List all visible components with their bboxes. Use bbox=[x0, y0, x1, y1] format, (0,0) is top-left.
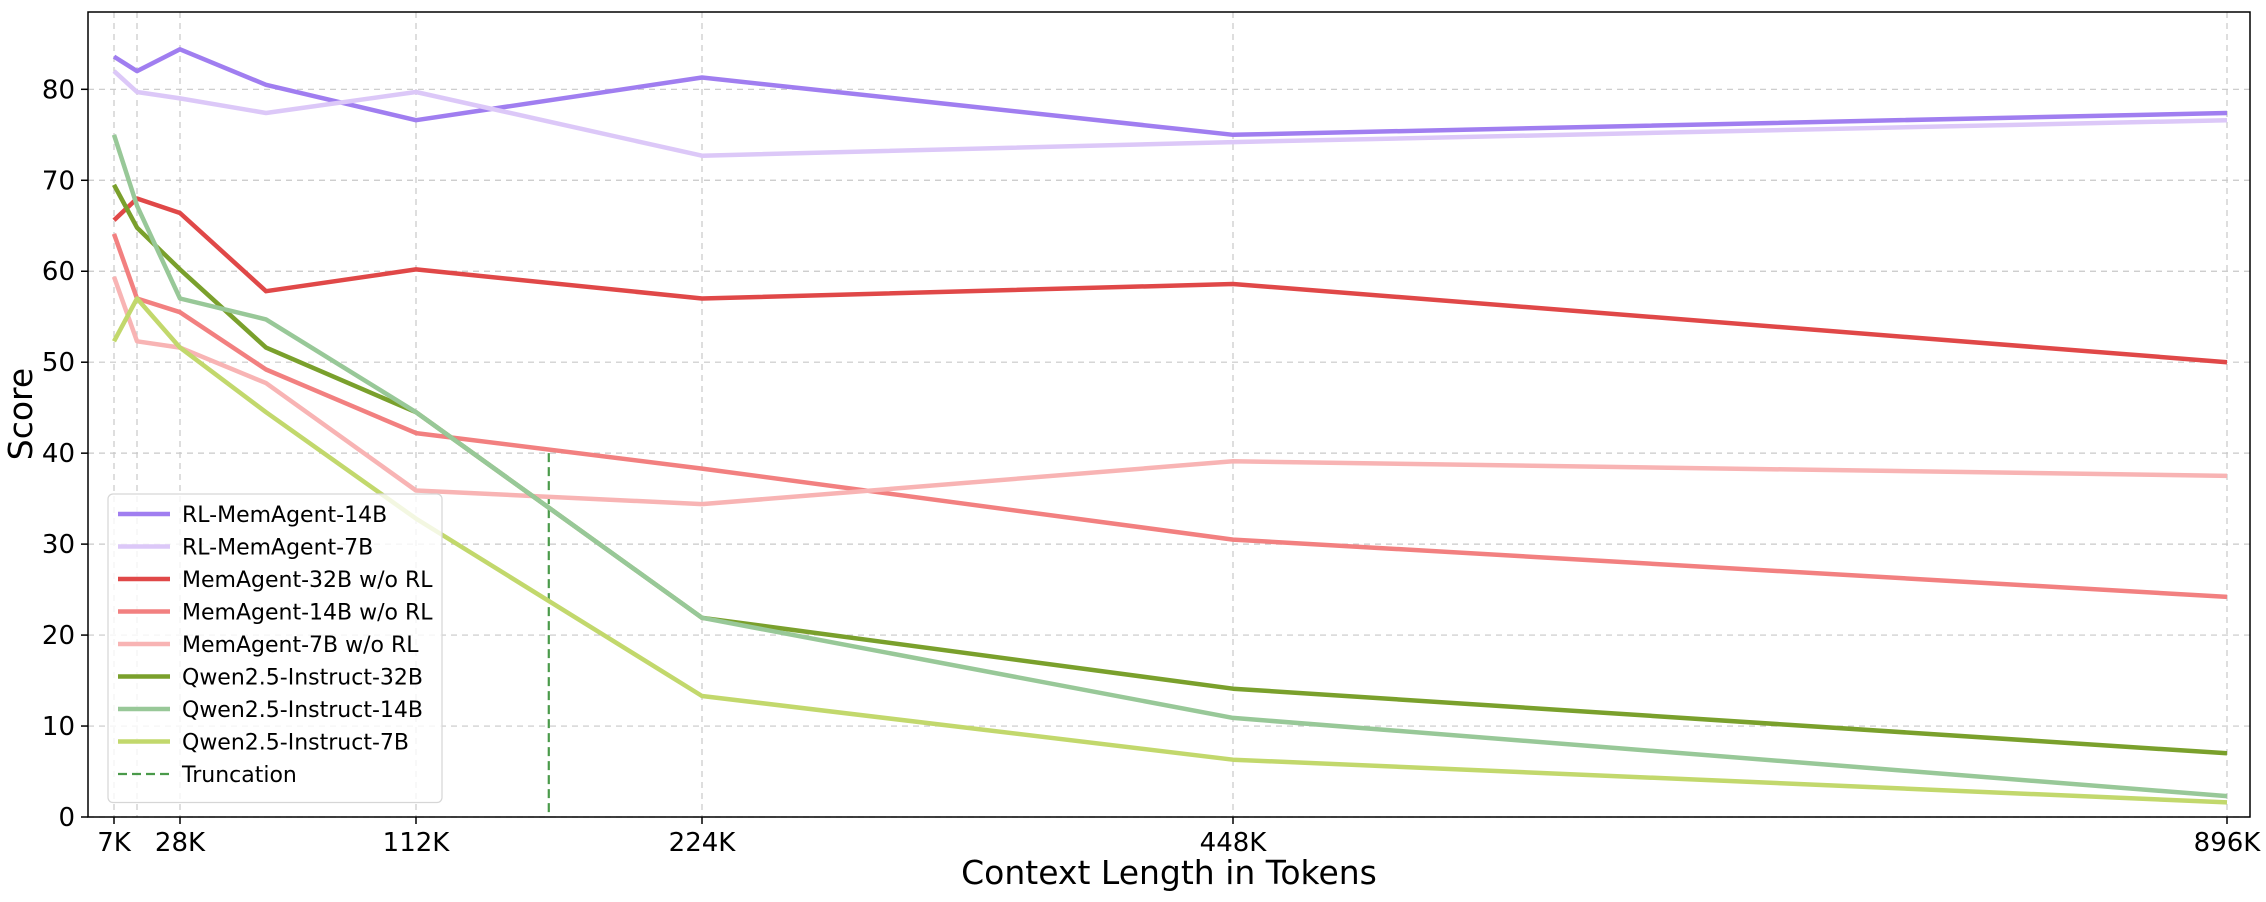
series-line-rl-memagent-7b bbox=[112, 69, 2228, 158]
series-line-memagent-32b-w-o-rl bbox=[112, 196, 2228, 365]
legend: RL-MemAgent-14B RL-MemAgent-7B MemAgent-32… bbox=[107, 493, 443, 804]
y-tick-label: 30 bbox=[42, 530, 75, 560]
series-line-qwen2-5-instruct-7b bbox=[112, 296, 2228, 805]
x-tick-label: 224K bbox=[669, 828, 737, 858]
plot-frame bbox=[87, 11, 2251, 818]
x-tick-label: 896K bbox=[2194, 828, 2262, 858]
y-tick-label: 10 bbox=[42, 712, 75, 742]
legend-label: Qwen2.5-Instruct-14B bbox=[182, 698, 423, 723]
y-tick-label: 60 bbox=[42, 257, 75, 287]
series-line-qwen2-5-instruct-32b bbox=[112, 183, 2228, 756]
y-tick-label: 40 bbox=[42, 439, 75, 469]
series-line-memagent-7b-w-o-rl bbox=[111, 275, 2228, 507]
legend-label: Qwen2.5-Instruct-32B bbox=[182, 666, 423, 691]
y-tick-label: 20 bbox=[42, 621, 75, 651]
legend-label: MemAgent-32B w/o RL bbox=[182, 568, 433, 593]
legend-label: MemAgent-7B w/o RL bbox=[182, 633, 419, 658]
x-tick-label: 28K bbox=[155, 828, 206, 858]
series-line-memagent-14b-w-o-rl bbox=[111, 233, 2228, 600]
legend-label: RL-MemAgent-14B bbox=[182, 503, 387, 528]
y-tick-label: 50 bbox=[42, 348, 75, 378]
legend-label: MemAgent-14B w/o RL bbox=[182, 601, 433, 626]
y-tick-label: 0 bbox=[58, 803, 75, 833]
x-tick-label: 448K bbox=[1200, 828, 1268, 858]
x-tick-label: 7K bbox=[97, 828, 132, 858]
legend-label: RL-MemAgent-7B bbox=[182, 536, 373, 561]
y-tick-label: 70 bbox=[42, 166, 75, 196]
axis-ticks: 7K 28K 112K 224K 448K 896K 0 10 20 30 40 50 60 70 80 bbox=[42, 75, 2261, 858]
legend-label: Qwen2.5-Instruct-7B bbox=[182, 731, 409, 756]
legend-label-truncation: Truncation bbox=[181, 763, 297, 788]
x-axis-label: Context Length in Tokens bbox=[961, 853, 1377, 892]
x-tick-label: 112K bbox=[383, 828, 451, 858]
series-line-qwen2-5-instruct-14b bbox=[111, 134, 2228, 799]
y-tick-label: 80 bbox=[42, 75, 75, 105]
series-lines bbox=[111, 47, 2228, 805]
legend-box bbox=[107, 493, 443, 804]
y-axis-label: Score bbox=[1, 368, 40, 460]
